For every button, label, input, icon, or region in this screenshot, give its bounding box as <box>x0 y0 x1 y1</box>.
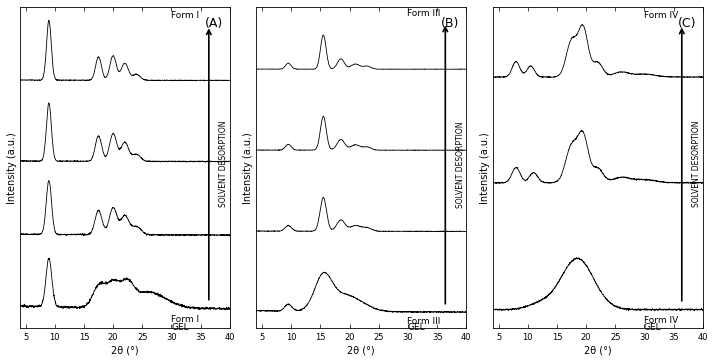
Text: Form IV: Form IV <box>644 10 679 20</box>
Text: (B): (B) <box>441 17 460 30</box>
Y-axis label: Intensity (a.u.): Intensity (a.u.) <box>480 132 490 203</box>
Y-axis label: Intensity (a.u.): Intensity (a.u.) <box>243 132 253 203</box>
Text: GEL: GEL <box>644 323 661 332</box>
Text: SOLVENT DESORPTION: SOLVENT DESORPTION <box>692 121 701 207</box>
Text: Form I: Form I <box>171 11 199 20</box>
Text: Form I: Form I <box>171 315 199 324</box>
Text: GEL: GEL <box>171 323 189 332</box>
Text: SOLVENT DESORPTION: SOLVENT DESORPTION <box>219 121 228 207</box>
Text: (C): (C) <box>678 17 696 30</box>
Text: SOLVENT DESORPTION: SOLVENT DESORPTION <box>455 121 465 208</box>
X-axis label: 2θ (°): 2θ (°) <box>347 345 375 355</box>
Text: Form IV: Form IV <box>644 316 679 325</box>
Y-axis label: Intensity (a.u.): Intensity (a.u.) <box>7 132 17 203</box>
Text: Form III: Form III <box>408 317 441 326</box>
X-axis label: 2θ (°): 2θ (°) <box>111 345 139 355</box>
Text: GEL: GEL <box>408 323 425 332</box>
Text: Form III: Form III <box>408 9 441 18</box>
X-axis label: 2θ (°): 2θ (°) <box>584 345 611 355</box>
Text: (A): (A) <box>204 17 223 30</box>
